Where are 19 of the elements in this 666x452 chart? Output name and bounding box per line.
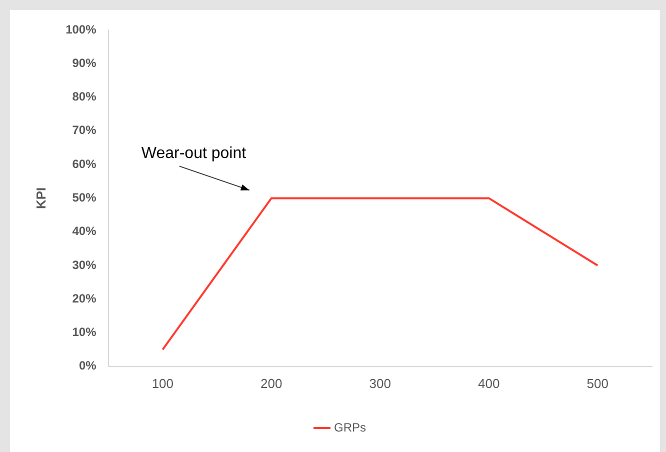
x-tick-label: 200 [260,376,282,391]
x-tick-label: 500 [586,376,608,391]
y-tick-label: 30% [72,258,97,272]
y-tick-label: 90% [72,56,97,70]
x-tick-label: 400 [478,376,500,391]
y-tick-label: 10% [72,325,97,340]
y-tick-label: 0% [78,358,97,373]
y-tick-label: 80% [72,90,97,104]
annotation: Wear-out point [141,145,247,162]
x-tick-label: 100 [152,376,174,391]
legend-label: GRPs [334,420,366,434]
y-tick-label: 40% [72,224,97,238]
y-tick-label: 50% [72,190,97,205]
y-tick-label: 60% [72,156,97,171]
y-tick-label: 70% [72,123,97,138]
y-tick-label: 20% [72,291,97,306]
x-tick-label: 300 [369,376,391,391]
y-tick-label: 100% [66,22,97,36]
y-axis-title: KPI [33,187,48,210]
